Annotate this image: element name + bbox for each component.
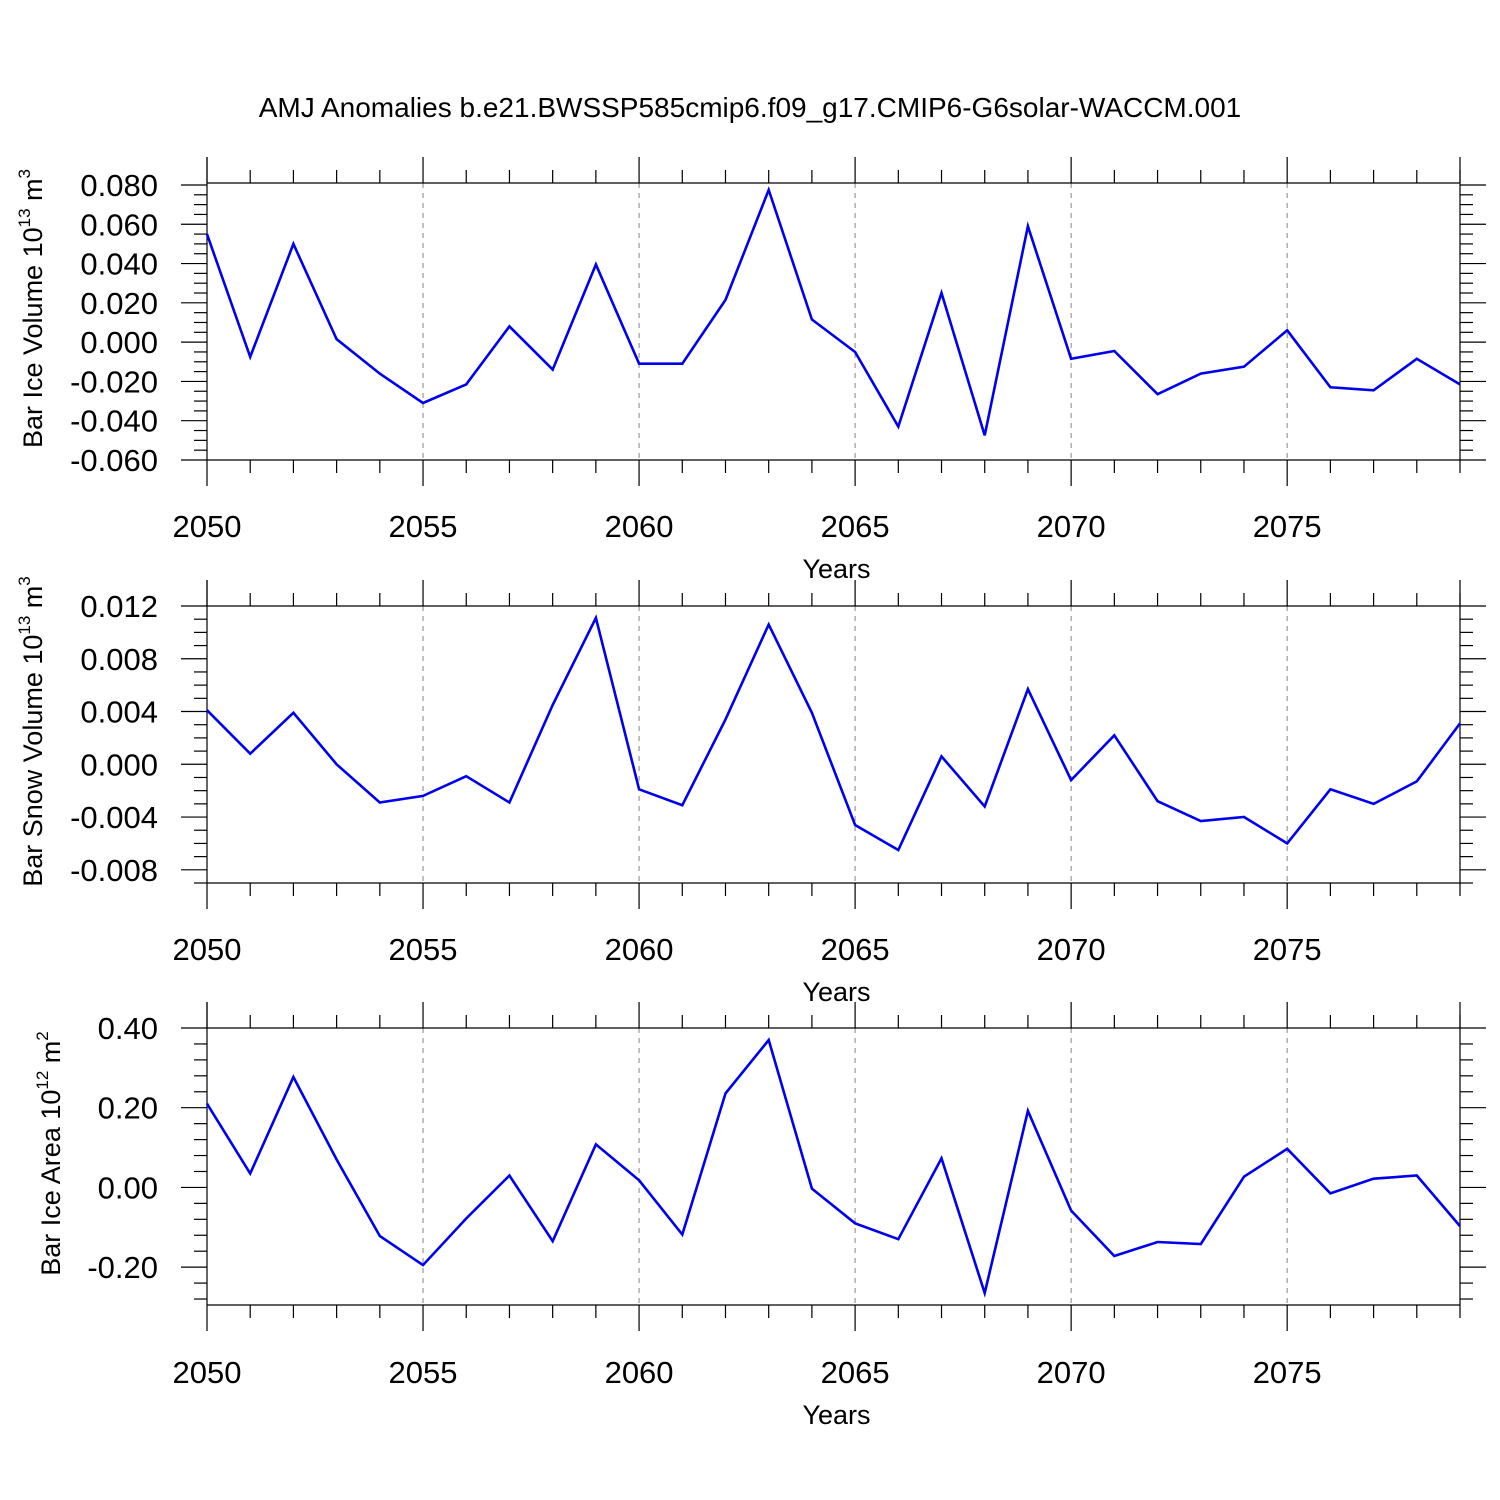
x-axis-label: Years — [802, 554, 870, 584]
y-axis-label-unit: m — [18, 178, 48, 208]
panel-3: 2050 2055 2060 2065 2070 2075 -0.20 0.00 0.20 0.4… — [33, 1002, 1486, 1430]
y-axis-label: Bar Ice Area 1012 m2 — [33, 1031, 66, 1276]
y-axis-label: Bar Ice Volume 1013 m3 — [15, 169, 48, 448]
y-tick-label: -0.20 — [87, 1250, 158, 1285]
panel-2: 2050 2055 2060 2065 2070 2075 -0.008 -0.004 0.00… — [15, 576, 1486, 1007]
y-tick-label: -0.040 — [70, 404, 158, 439]
y-axis-label-superscript: 3 — [15, 576, 34, 585]
x-axis-label: Years — [802, 977, 870, 1007]
y-tick-label: 0.080 — [80, 168, 158, 203]
y-tick-label: -0.020 — [70, 364, 158, 399]
y-tick-label: 0.20 — [98, 1091, 158, 1126]
y-tick-label: -0.008 — [70, 853, 158, 888]
x-tick-label: 2070 — [1037, 509, 1106, 544]
y-tick-label: 0.020 — [80, 286, 158, 321]
x-tick-label: 2050 — [173, 932, 242, 967]
x-tick-label: 2055 — [389, 509, 458, 544]
figure-title: AMJ Anomalies b.e21.BWSSP585cmip6.f09_g1… — [258, 92, 1242, 123]
y-axis-label-text: Bar Snow Volume 10 — [18, 635, 48, 887]
y-axis-label-superscript: 12 — [33, 1071, 52, 1090]
series-line — [206, 614, 1462, 852]
y-tick-label: 0.00 — [98, 1170, 158, 1205]
x-tick-label: 2075 — [1253, 1355, 1322, 1390]
y-axis-label-superscript: 13 — [15, 616, 34, 635]
x-tick-label: 2075 — [1253, 509, 1322, 544]
series-line — [205, 186, 1461, 436]
x-tick-label: 2070 — [1037, 932, 1106, 967]
y-tick-label: 0.004 — [80, 695, 158, 730]
y-tick-label: -0.004 — [70, 800, 158, 835]
y-tick-label: 0.008 — [80, 642, 158, 677]
y-tick-label: 0.000 — [80, 325, 158, 360]
y-axis-label-unit: m — [36, 1041, 66, 1071]
x-tick-label: 2065 — [821, 1355, 890, 1390]
x-tick-label: 2065 — [821, 932, 890, 967]
x-tick-label: 2060 — [605, 932, 674, 967]
x-tick-label: 2050 — [173, 1355, 242, 1390]
x-tick-label: 2060 — [605, 509, 674, 544]
y-axis-label: Bar Snow Volume 1013 m3 — [15, 576, 48, 887]
y-axis-label-text: Bar Ice Area 10 — [36, 1090, 66, 1276]
series-line — [205, 1037, 1461, 1298]
y-axis-label-text: Bar Ice Volume 10 — [18, 227, 48, 448]
panel-1: 2050 2055 2060 2065 2070 2075 -0.060 -0.040 -0.0… — [15, 157, 1486, 584]
y-tick-label: 0.000 — [80, 747, 158, 782]
x-tick-label: 2050 — [173, 509, 242, 544]
y-tick-label: -0.060 — [70, 443, 158, 478]
y-axis-label-superscript: 2 — [33, 1031, 52, 1040]
y-tick-label: 0.040 — [80, 247, 158, 282]
y-axis-label-unit: m — [18, 586, 48, 616]
y-tick-label: 0.40 — [98, 1011, 158, 1046]
x-tick-label: 2060 — [605, 1355, 674, 1390]
x-tick-label: 2065 — [821, 509, 890, 544]
x-tick-label: 2070 — [1037, 1355, 1106, 1390]
x-tick-label: 2055 — [389, 1355, 458, 1390]
x-tick-label: 2055 — [389, 932, 458, 967]
x-axis-label: Years — [802, 1400, 870, 1430]
y-axis-label-superscript: 13 — [15, 208, 34, 227]
y-tick-label: 0.012 — [80, 589, 158, 624]
x-tick-label: 2075 — [1253, 932, 1322, 967]
y-axis-label-superscript: 3 — [15, 169, 34, 178]
y-tick-label: 0.060 — [80, 207, 158, 242]
